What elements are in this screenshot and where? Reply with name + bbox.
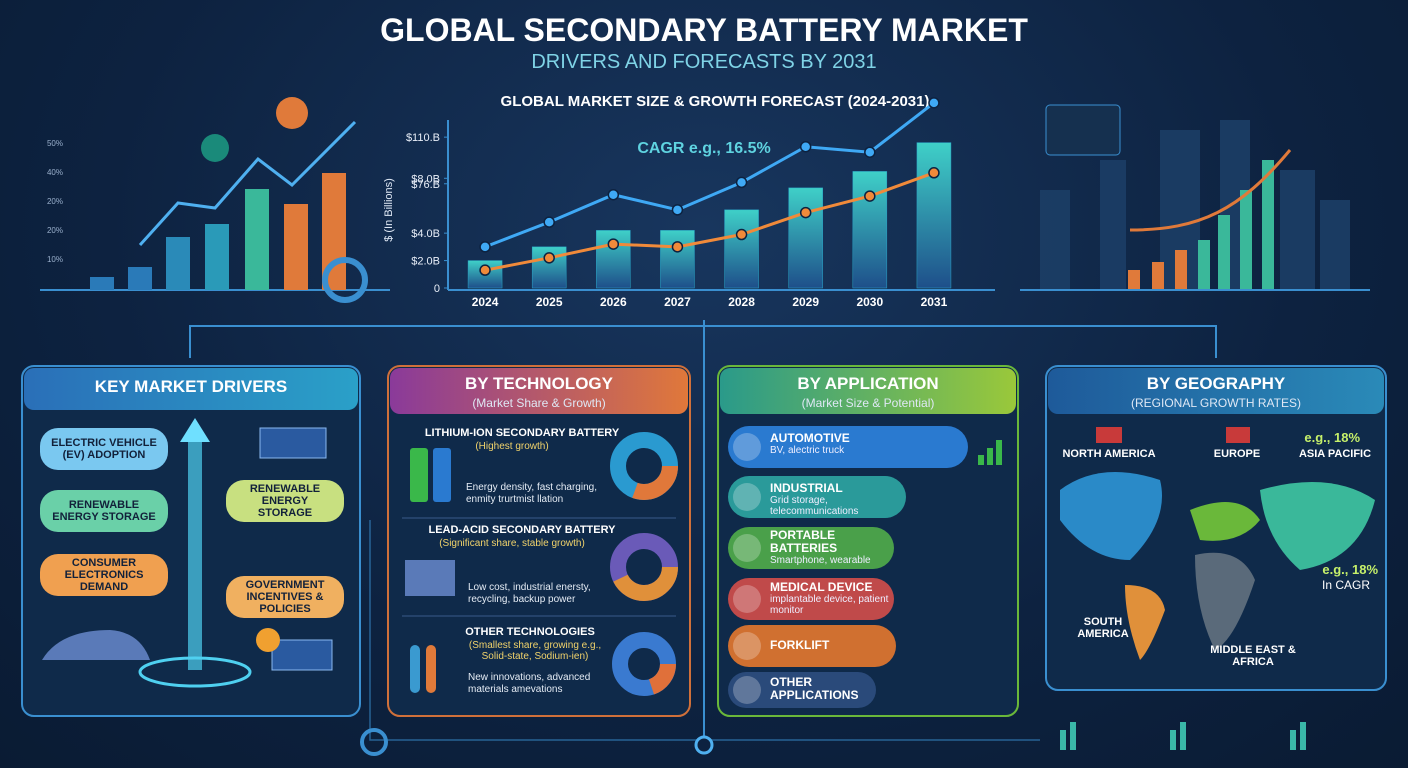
- point: [607, 188, 620, 201]
- side-label: 10%: [46, 255, 63, 264]
- tech-desc: Energy density, fast charging, enmity tr…: [466, 482, 597, 505]
- side-label: 40%: [46, 168, 63, 177]
- tech-name: OTHER TECHNOLOGIES: [465, 626, 595, 638]
- bar: [660, 230, 695, 289]
- point: [928, 97, 940, 109]
- tech-desc: New innovations, advanced materials amev…: [468, 672, 591, 695]
- point: [735, 176, 748, 189]
- app-name: INDUSTRIAL: [770, 481, 843, 495]
- x-tick-label: 2029: [792, 295, 819, 309]
- page-subtitle: DRIVERS AND FORECASTS BY 2031: [531, 51, 877, 73]
- side-label: 50%: [46, 139, 63, 148]
- line: [484, 171, 935, 272]
- point: [735, 228, 748, 241]
- x-tick-label: 2028: [728, 295, 755, 309]
- driver: CONSUMER ELECTRONICS DEMAND: [40, 554, 168, 596]
- point: [799, 206, 812, 219]
- app-name: OTHER APPLICATIONS: [770, 675, 859, 702]
- tech-note: (Highest growth): [475, 441, 549, 452]
- application: FORKLIFT: [728, 625, 896, 667]
- bar: [852, 171, 888, 289]
- tech-desc: Low cost, industrial enersty, recycling,…: [468, 582, 591, 605]
- y-tick-label: $2.0B: [411, 256, 440, 268]
- panel-title: BY APPLICATION: [797, 374, 939, 393]
- bar: [916, 142, 952, 289]
- x-tick-label: 2025: [536, 295, 563, 309]
- side-label: 20%: [46, 226, 63, 235]
- line: [484, 101, 935, 249]
- application: INDUSTRIAL Grid storage, telecommunicatio…: [728, 476, 906, 518]
- point: [671, 204, 684, 216]
- growth-note: In CAGR: [1321, 578, 1370, 592]
- point: [479, 264, 491, 276]
- app-desc: implantable device, patient monitor: [770, 594, 889, 616]
- driver: GOVERNMENT INCENTIVES & POLICIES: [226, 576, 344, 618]
- app-name: AUTOMOTIVE: [770, 431, 850, 445]
- app-desc: BV, alectric truck: [770, 445, 845, 456]
- point: [543, 252, 555, 264]
- growth-rate: e.g., 18%: [1322, 562, 1378, 577]
- application: MEDICAL DEVICE implantable device, patien…: [728, 578, 894, 620]
- point: [799, 140, 812, 153]
- region: SOUTH AMERICA: [1077, 616, 1129, 640]
- point: [543, 216, 555, 228]
- panel-title: BY GEOGRAPHY: [1146, 374, 1286, 393]
- x-tick-label: 2030: [856, 295, 883, 309]
- region: ASIA PACIFIC: [1298, 448, 1372, 460]
- driver: RENEWABLE ENERGY STORAGE: [226, 480, 344, 522]
- y-axis-label: $ (In Billions): [383, 178, 395, 242]
- x-tick-label: 2024: [472, 295, 499, 309]
- panel-title: KEY MARKET DRIVERS: [94, 377, 288, 396]
- bar: [788, 187, 823, 289]
- point: [607, 238, 620, 250]
- cagr-annotation: CAGR e.g., 16.5%: [637, 140, 770, 157]
- y-tick-label: $8.0B: [411, 173, 440, 185]
- tech-note: (Significant share, stable growth): [439, 538, 585, 549]
- region: MIDDLE EAST & AFRICA: [1210, 644, 1296, 668]
- point: [671, 241, 684, 253]
- driver: RENEWABLE ENERGY STORAGE: [40, 490, 168, 532]
- y-tick-label: $76.B: [411, 179, 440, 191]
- page-title: GLOBAL SECONDARY BATTERY MARKET: [380, 12, 1028, 48]
- panel-subtitle: (Market Size & Potential): [801, 396, 935, 410]
- y-tick-label: 0: [434, 283, 440, 295]
- panel-subtitle: (Market Share & Growth): [472, 396, 606, 410]
- bar: [724, 209, 759, 289]
- app-name: PORTABLE BATTERIES: [770, 528, 838, 555]
- point: [864, 190, 876, 202]
- growth-rate: e.g., 18%: [1304, 430, 1360, 445]
- application: PORTABLE BATTERIES Smartphone, wearable: [728, 526, 894, 568]
- tech-note: (Smallest share, growing e.g., Solid-sta…: [468, 640, 602, 662]
- tech-name: LEAD-ACID SECONDARY BATTERY: [428, 524, 616, 536]
- panel-subtitle: (REGIONAL GROWTH RATES): [1130, 396, 1301, 410]
- point: [479, 241, 491, 253]
- driver: ELECTRIC VEHICLE (EV) ADOPTION: [40, 428, 168, 470]
- application: OTHER APPLICATIONS: [728, 673, 859, 715]
- application: AUTOMOTIVE BV, alectric truck: [728, 426, 928, 468]
- app-name: MEDICAL DEVICE: [770, 580, 873, 594]
- app-desc: Grid storage, telecommunications: [770, 495, 859, 517]
- app-name: FORKLIFT: [770, 638, 830, 652]
- app-desc: Smartphone, wearable: [770, 555, 871, 566]
- region: NORTH AMERICA: [1062, 448, 1156, 460]
- tech-name: LITHIUM-ION SECONDARY BATTERY: [424, 427, 620, 439]
- chart-title: GLOBAL MARKET SIZE & GROWTH FORECAST (20…: [501, 93, 930, 110]
- y-tick-label: $4.0B: [411, 228, 440, 240]
- point: [864, 146, 876, 158]
- x-tick-label: 2027: [664, 295, 691, 309]
- y-tick-label: $110.B: [406, 132, 440, 144]
- point: [928, 167, 940, 179]
- x-tick-label: 2026: [600, 295, 627, 309]
- panel-title: BY TECHNOLOGY: [465, 374, 613, 393]
- side-label: 20%: [46, 197, 63, 206]
- region: EUROPE: [1213, 448, 1261, 460]
- x-tick-label: 2031: [921, 295, 948, 309]
